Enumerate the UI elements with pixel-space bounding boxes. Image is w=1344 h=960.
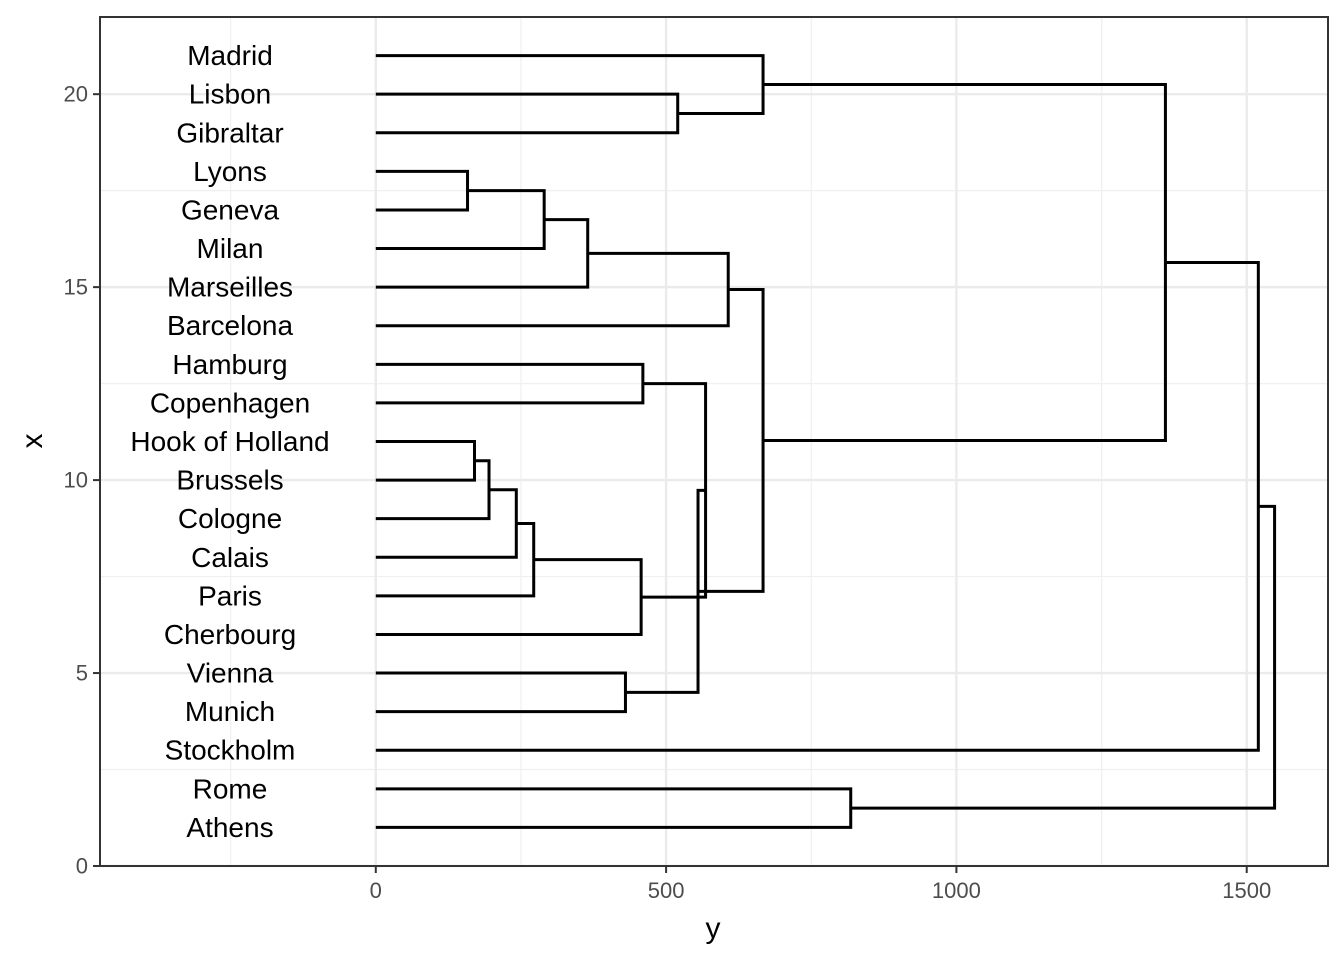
leaf-label: Brussels xyxy=(176,465,283,496)
panel-border xyxy=(99,16,1329,867)
x-tick-label: 0 xyxy=(370,878,382,903)
dendrogram-link xyxy=(375,218,590,289)
dendrogram-link xyxy=(375,169,470,212)
dendrogram-link xyxy=(375,440,476,482)
leaf-label: Paris xyxy=(198,580,262,611)
leaf-label: Cologne xyxy=(178,503,282,534)
leaf-labels: Madrid Lisbon Gibraltar Lyons Geneva Milan Mar… xyxy=(130,40,329,843)
y-axis-title: x xyxy=(16,434,49,449)
x-axis-ticks: 0 500 1000 1500 xyxy=(370,866,1271,903)
leaf-label: Gibraltar xyxy=(176,117,283,148)
dendrogram-link xyxy=(625,488,706,694)
leaf-label: Copenhagen xyxy=(150,387,310,418)
x-tick-label: 500 xyxy=(648,878,685,903)
x-tick-label: 1000 xyxy=(932,878,981,903)
leaf-label: Lisbon xyxy=(189,79,272,110)
dendrogram-link xyxy=(375,189,546,251)
x-tick-label: 1500 xyxy=(1222,878,1271,903)
leaf-label: Stockholm xyxy=(165,735,296,766)
dendrogram-link xyxy=(375,522,536,598)
y-tick-label: 5 xyxy=(76,661,88,686)
y-tick-label: 0 xyxy=(76,854,88,879)
dendrogram-link xyxy=(375,251,730,328)
leaf-label: Madrid xyxy=(187,40,273,71)
dendrogram-link xyxy=(375,671,627,714)
leaf-label: Hook of Holland xyxy=(130,426,329,457)
dendrogram-link xyxy=(850,504,1277,810)
y-axis-ticks: 0 5 10 15 20 xyxy=(64,82,100,879)
leaf-label: Cherbourg xyxy=(164,619,296,650)
leaf-label: Athens xyxy=(186,812,273,843)
leaf-label: Lyons xyxy=(193,156,267,187)
leaf-label: Milan xyxy=(197,233,264,264)
leaf-label: Vienna xyxy=(187,658,274,689)
leaf-label: Barcelona xyxy=(167,310,294,341)
leaf-label: Marseilles xyxy=(167,272,293,303)
y-tick-label: 15 xyxy=(64,275,88,300)
leaf-label: Munich xyxy=(185,696,275,727)
y-tick-label: 20 xyxy=(64,82,88,107)
dendrogram-links xyxy=(375,54,1277,829)
x-axis-title: y xyxy=(706,912,721,945)
leaf-label: Calais xyxy=(191,542,269,573)
leaf-label: Rome xyxy=(193,773,268,804)
leaf-label: Hamburg xyxy=(172,349,287,380)
leaf-label: Geneva xyxy=(181,194,279,225)
y-tick-label: 10 xyxy=(64,468,88,493)
